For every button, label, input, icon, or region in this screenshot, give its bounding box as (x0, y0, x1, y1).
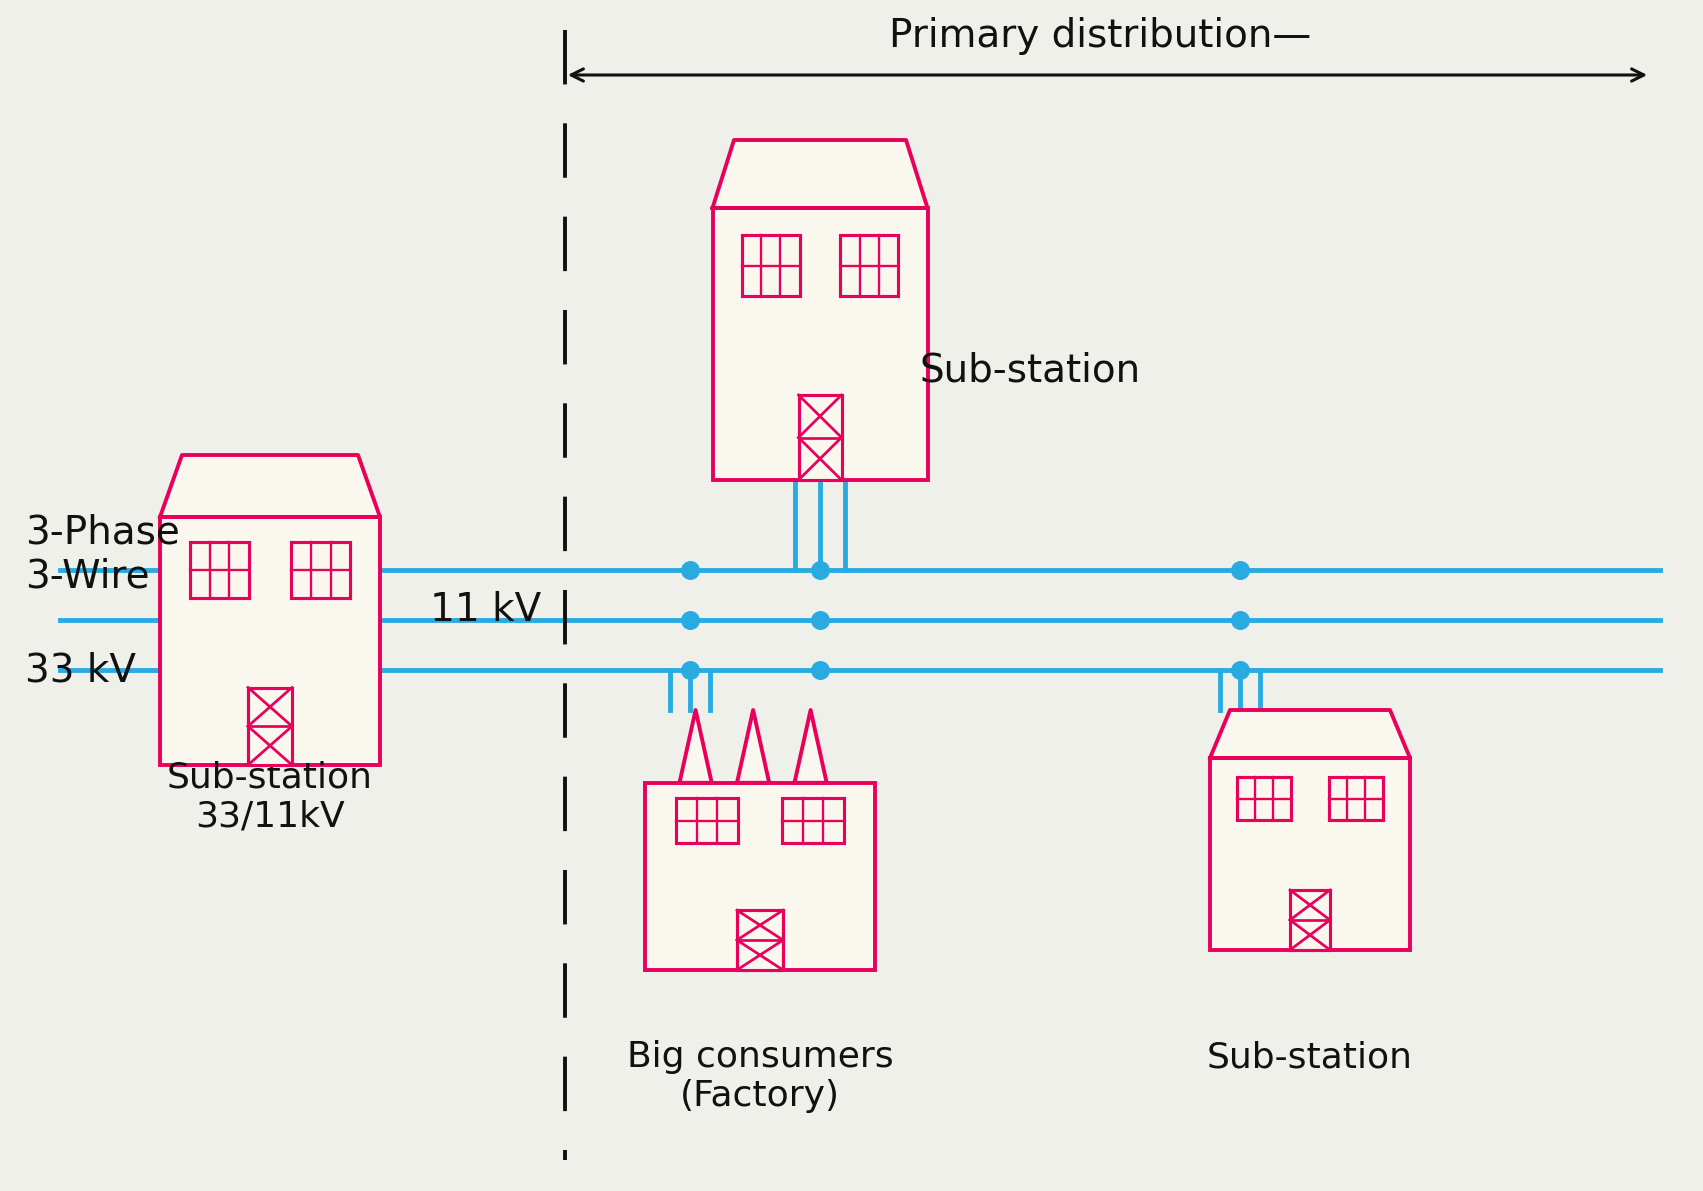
Bar (737, 910, 783, 969)
Point (676, 561, 703, 580)
Polygon shape (795, 710, 826, 782)
Bar (840, 235, 899, 297)
Text: 33 kV: 33 kV (26, 651, 136, 690)
Text: Sub-station: Sub-station (1207, 1040, 1413, 1074)
Polygon shape (1211, 710, 1410, 757)
Text: Sub-station
33/11kV: Sub-station 33/11kV (167, 760, 373, 834)
Polygon shape (160, 455, 380, 517)
Text: 11 kV: 11 kV (429, 591, 542, 629)
Point (1226, 661, 1253, 680)
Text: 3-Phase
3-Wire: 3-Phase 3-Wire (26, 515, 181, 596)
Bar (676, 798, 737, 842)
Text: Big consumers
(Factory): Big consumers (Factory) (627, 1040, 894, 1114)
Point (807, 611, 834, 630)
Bar (782, 798, 845, 842)
Polygon shape (712, 141, 928, 208)
Bar (249, 687, 291, 765)
Bar (1236, 778, 1291, 821)
Text: Sub-station: Sub-station (920, 351, 1141, 389)
Point (676, 661, 703, 680)
Bar (1289, 890, 1330, 950)
Polygon shape (737, 710, 770, 782)
Point (676, 611, 703, 630)
Bar (160, 517, 380, 765)
Bar (741, 235, 800, 297)
Bar (645, 782, 875, 969)
Point (1226, 561, 1253, 580)
Text: Primary distribution—: Primary distribution— (889, 17, 1311, 55)
Bar (712, 208, 928, 480)
Point (807, 661, 834, 680)
Point (1226, 611, 1253, 630)
Bar (799, 395, 841, 480)
Point (807, 561, 834, 580)
Bar (189, 542, 249, 598)
Bar (291, 542, 351, 598)
Polygon shape (679, 710, 712, 782)
Bar (1328, 778, 1383, 821)
Bar (1211, 757, 1410, 950)
